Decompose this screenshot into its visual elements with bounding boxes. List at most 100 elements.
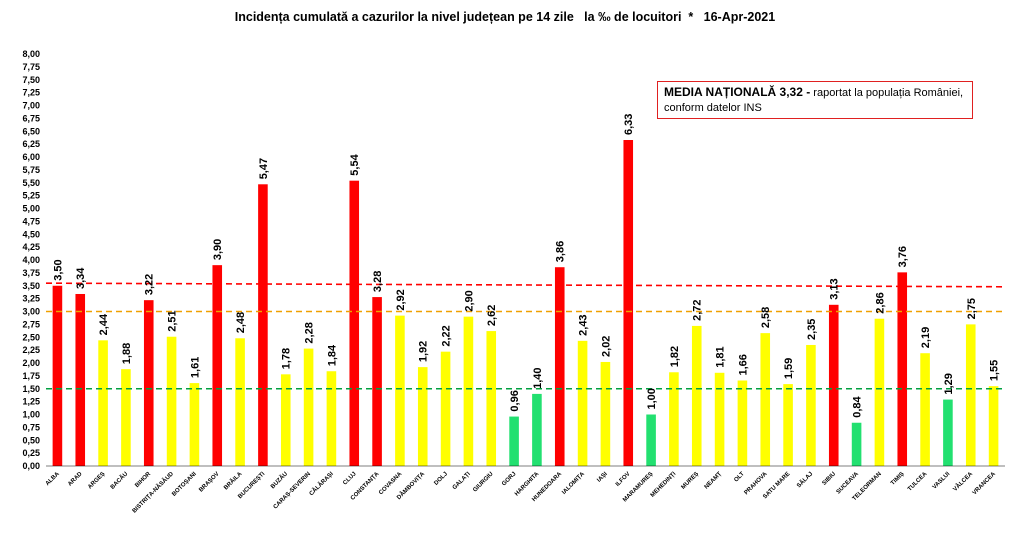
x-tick-label: TIMIȘ <box>890 471 906 487</box>
bar <box>143 300 154 466</box>
bar <box>714 372 725 466</box>
bar <box>349 180 360 466</box>
bar <box>806 344 816 466</box>
bar <box>646 414 656 466</box>
y-tick-label: 4,00 <box>22 255 40 265</box>
y-tick-label: 7,75 <box>22 62 40 72</box>
y-tick-label: 2,75 <box>22 319 40 329</box>
bar <box>98 340 108 466</box>
x-tick-label: GIURGIU <box>472 471 494 493</box>
bar <box>760 333 771 466</box>
bar-value-label: 2,51 <box>167 310 179 331</box>
bar <box>166 336 177 466</box>
y-tick-label: 1,75 <box>22 371 40 381</box>
x-axis-labels: ALBA ARAD ARGEȘ BACĂU BIHORBISTRIȚA-NĂSĂUDBO… <box>45 470 998 515</box>
y-tick-label: 0,25 <box>22 448 40 458</box>
bar <box>554 267 565 466</box>
y-tick-label: 6,50 <box>22 126 40 136</box>
bar <box>943 399 953 466</box>
bar-value-label: 1,82 <box>669 346 681 367</box>
bar <box>600 361 611 466</box>
y-tick-label: 0,75 <box>22 422 40 432</box>
bar <box>509 416 519 466</box>
y-tick-label: 1,25 <box>22 397 40 407</box>
x-tick-label: IALOMIȚA <box>561 471 586 496</box>
bar <box>851 422 862 466</box>
x-tick-label: BOTOȘANI <box>171 471 198 498</box>
bar-value-label: 3,50 <box>52 259 64 280</box>
bar-value-label: 1,61 <box>189 357 201 378</box>
x-tick-label: BISTRIȚA-NĂSĂUD <box>131 470 176 515</box>
x-tick-label: GALAȚI <box>452 471 472 491</box>
bar-value-label: 2,22 <box>441 325 453 346</box>
bar-value-label: 2,19 <box>920 327 932 348</box>
y-tick-label: 7,25 <box>22 88 40 98</box>
bar-value-label: 2,02 <box>600 336 612 357</box>
bar-value-label: 2,58 <box>760 307 772 328</box>
bar-value-label: 1,81 <box>715 346 727 367</box>
bar-value-label: 2,35 <box>806 319 818 340</box>
bar <box>280 374 291 466</box>
x-tick-label: VRANCEA <box>972 471 998 497</box>
bars <box>52 140 999 467</box>
bar-value-label: 1,29 <box>943 373 955 394</box>
x-tick-label: BIHOR <box>134 471 152 489</box>
x-tick-label: VÂLCEA <box>952 470 975 493</box>
x-tick-label: BUZĂU <box>269 470 289 490</box>
bar <box>212 265 223 466</box>
bar <box>258 184 268 467</box>
bar <box>463 316 474 466</box>
x-tick-label: CLUJ <box>342 471 357 486</box>
x-tick-label: VASLUI <box>932 471 952 491</box>
bar <box>691 325 702 466</box>
bar <box>417 367 428 466</box>
x-tick-label: NEAMȚ <box>704 471 724 491</box>
y-tick-label: 2,00 <box>22 358 40 368</box>
bar-value-label: 1,92 <box>418 341 430 362</box>
bar <box>372 297 382 466</box>
bar <box>874 318 885 466</box>
bar-value-label: 1,59 <box>783 358 795 379</box>
bar <box>783 384 793 466</box>
x-tick-label: ARGEȘ <box>87 471 106 490</box>
y-tick-label: 3,25 <box>22 294 40 304</box>
y-tick-label: 6,25 <box>22 139 40 149</box>
bar-value-label: 2,75 <box>966 298 978 319</box>
bar-value-label: 1,88 <box>121 343 133 364</box>
bar <box>920 353 930 466</box>
y-tick-label: 7,00 <box>22 101 40 111</box>
x-tick-label: BRAȘOV <box>198 471 220 493</box>
x-tick-label: OLT <box>733 471 746 484</box>
y-tick-label: 5,75 <box>22 165 40 175</box>
bar <box>965 324 976 466</box>
bar-value-label: 3,76 <box>897 246 909 267</box>
y-tick-label: 6,75 <box>22 113 40 123</box>
y-tick-label: 7,50 <box>22 75 40 85</box>
bar <box>395 315 405 466</box>
x-tick-label: MUREȘ <box>681 471 701 491</box>
x-tick-label: CĂLĂRAȘI <box>308 470 335 497</box>
bar <box>897 272 908 466</box>
y-tick-label: 4,25 <box>22 242 40 252</box>
bar-value-label: 1,84 <box>326 344 338 366</box>
x-tick-label: TULCEA <box>907 471 929 493</box>
bar <box>828 304 839 466</box>
y-tick-label: 3,75 <box>22 268 40 278</box>
x-tick-label: GORJ <box>501 471 517 487</box>
x-tick-label: ARAD <box>67 471 84 488</box>
bar-value-label: 2,72 <box>692 299 704 320</box>
national-average-note: MEDIA NAȚIONALĂ 3,32 - raportat la popul… <box>657 81 973 119</box>
y-tick-label: 4,75 <box>22 216 40 226</box>
bar <box>75 293 86 466</box>
bar-value-label: 2,86 <box>874 292 886 313</box>
bar <box>326 371 337 466</box>
bar-value-label: 6,33 <box>623 114 635 135</box>
bar-value-label: 3,86 <box>555 241 567 262</box>
bar-value-label: 0,96 <box>509 390 521 411</box>
bar-value-label: 3,34 <box>75 267 87 289</box>
bar-value-label: 1,40 <box>532 367 544 388</box>
bar-value-label: 2,90 <box>463 290 475 311</box>
x-tick-label: ALBA <box>45 471 61 487</box>
x-tick-label: DOLJ <box>433 471 449 487</box>
